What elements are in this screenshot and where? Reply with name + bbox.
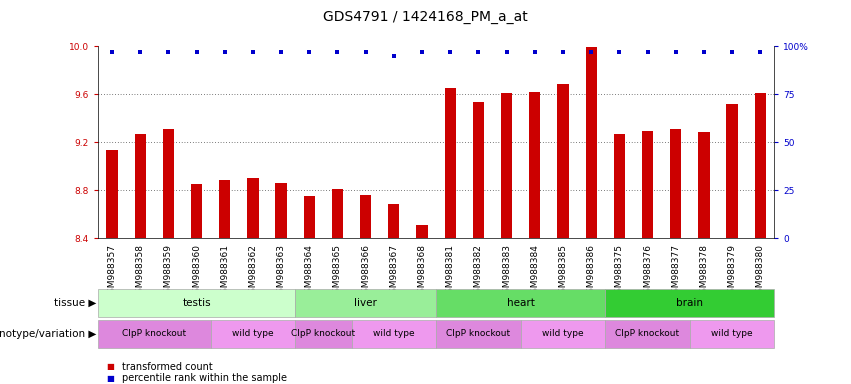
Bar <box>557 84 568 238</box>
Text: transformed count: transformed count <box>122 362 213 372</box>
Bar <box>585 47 597 238</box>
Text: wild type: wild type <box>711 329 753 338</box>
Bar <box>332 189 343 238</box>
Text: percentile rank within the sample: percentile rank within the sample <box>122 373 287 383</box>
Text: ■: ■ <box>106 362 114 371</box>
Bar <box>360 195 371 238</box>
Text: liver: liver <box>354 298 377 308</box>
Bar <box>473 103 484 238</box>
Bar <box>134 134 146 238</box>
Text: genotype/variation ▶: genotype/variation ▶ <box>0 329 96 339</box>
Bar <box>642 131 654 238</box>
Text: ClpP knockout: ClpP knockout <box>123 329 186 338</box>
Text: wild type: wild type <box>232 329 274 338</box>
Bar <box>219 180 231 238</box>
Bar <box>670 129 682 238</box>
Bar <box>529 92 540 238</box>
Bar <box>444 88 456 238</box>
Text: wild type: wild type <box>542 329 584 338</box>
Text: ■: ■ <box>106 374 114 383</box>
Text: testis: testis <box>182 298 211 308</box>
Text: ClpP knockout: ClpP knockout <box>447 329 511 338</box>
Bar <box>388 204 399 238</box>
Bar <box>699 132 710 238</box>
Text: tissue ▶: tissue ▶ <box>54 298 96 308</box>
Bar <box>106 151 117 238</box>
Text: brain: brain <box>677 298 703 308</box>
Bar <box>248 178 259 238</box>
Text: heart: heart <box>506 298 534 308</box>
Text: ClpP knockout: ClpP knockout <box>291 329 356 338</box>
Bar <box>727 104 738 238</box>
Bar <box>416 225 428 238</box>
Bar <box>614 134 625 238</box>
Text: wild type: wild type <box>373 329 414 338</box>
Bar <box>755 93 766 238</box>
Bar <box>304 196 315 238</box>
Bar <box>276 183 287 238</box>
Text: GDS4791 / 1424168_PM_a_at: GDS4791 / 1424168_PM_a_at <box>323 10 528 23</box>
Bar <box>163 129 174 238</box>
Text: ClpP knockout: ClpP knockout <box>615 329 680 338</box>
Bar <box>501 93 512 238</box>
Bar <box>191 184 203 238</box>
